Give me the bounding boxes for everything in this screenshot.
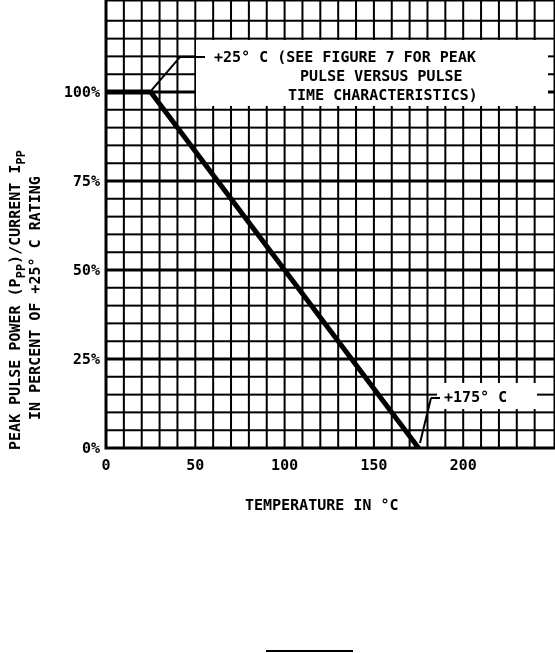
y-axis-label-sub-2: PP	[14, 150, 28, 164]
annotation-175c-leader	[419, 397, 432, 444]
x-tick-label: 200	[450, 456, 477, 474]
plot-frame	[104, 0, 555, 450]
y-axis-title: PEAK PULSE POWER (PPP)/CURRENT IPP IN PE…	[6, 150, 44, 450]
annotation-25c-leader	[149, 56, 181, 93]
tick-labels: 0 50 100 150 200 0% 25% 50% 75% 100%	[64, 83, 477, 474]
x-tick-label: 50	[186, 456, 204, 474]
y-tick-label: 0%	[82, 439, 100, 457]
curve-point	[417, 446, 421, 450]
y-tick-label: 75%	[73, 172, 100, 190]
y-tick-label: 50%	[73, 261, 100, 279]
y-axis-label-sub-1: PP	[14, 264, 28, 278]
annotation-25c: +25° C (SEE FIGURE 7 FOR PEAK PULSE VERS…	[149, 40, 548, 106]
annotation-175c: +175° C	[419, 383, 537, 444]
curve-point	[104, 90, 108, 94]
x-tick-label: 0	[101, 456, 110, 474]
x-axis-label: TEMPERATURE IN °C	[245, 496, 399, 514]
y-axis-label-part-2: )/CURRENT I	[6, 165, 24, 264]
annotation-25c-background	[196, 40, 548, 106]
y-tick-label: 100%	[64, 83, 100, 101]
y-axis-label-line2: IN PERCENT OF +25° C RATING	[26, 176, 44, 420]
annotation-25c-line-3: TIME CHARACTERISTICS)	[288, 86, 478, 104]
x-tick-label: 100	[271, 456, 298, 474]
y-axis-label-part-1: PEAK PULSE POWER (P	[6, 278, 24, 450]
annotation-25c-line-1: +25° C (SEE FIGURE 7 FOR PEAK	[214, 48, 476, 66]
y-tick-label: 25%	[73, 350, 100, 368]
annotation-25c-line-2: PULSE VERSUS PULSE	[300, 67, 463, 85]
y-axis-label-line1: PEAK PULSE POWER (PPP)/CURRENT IPP	[6, 150, 28, 450]
annotation-175c-text: +175° C	[444, 388, 507, 406]
x-tick-label: 150	[360, 456, 387, 474]
annotation-175c-background	[437, 383, 537, 409]
